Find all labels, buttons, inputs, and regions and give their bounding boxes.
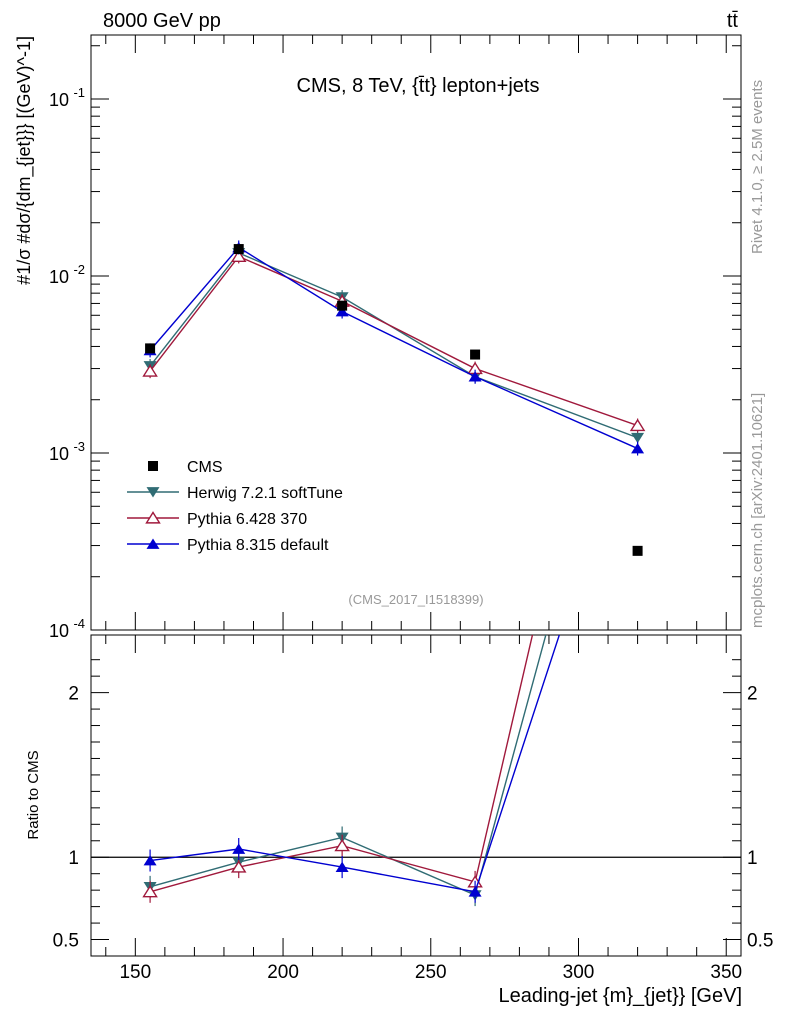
legend-marker: [145, 511, 161, 524]
header-right: tt̄: [727, 10, 739, 32]
ratio-series-group: [142, 635, 561, 907]
main-ytick-label: 10: [49, 444, 69, 464]
ratio-ylabel: Ratio to CMS: [25, 750, 42, 839]
legend-label: Pythia 8.315 default: [187, 537, 329, 554]
main-point: [142, 364, 158, 377]
main-ytick-label: 10: [49, 267, 69, 287]
ratio-ytick-label: 0.5: [53, 931, 79, 952]
legend-marker: [146, 538, 160, 549]
ratio-point: [232, 843, 246, 854]
ratio-xtick-label: 200: [267, 962, 299, 983]
main-point: [230, 249, 247, 263]
ratio-point: [335, 861, 349, 872]
ratio-xtick-label: 150: [119, 962, 151, 983]
main-ytick-exponent: -2: [73, 262, 85, 277]
ratio-series-line: [150, 635, 561, 893]
main-point: [470, 349, 481, 360]
main-ytick-exponent: -4: [73, 616, 85, 631]
legend-label: Pythia 6.428 370: [187, 511, 307, 528]
ratio-ytick-label: 1: [68, 848, 79, 869]
watermark: (CMS_2017_I1518399): [348, 592, 483, 607]
main-series-line: [149, 255, 638, 427]
ratio-xtick-label: 350: [710, 962, 742, 983]
main-point: [632, 545, 643, 556]
ratio-point: [230, 860, 247, 873]
main-point: [631, 432, 645, 444]
main-ylabel: #1/σ #dσ/{dm_{jet}}} [(GeV)^-1]: [14, 36, 35, 285]
ratio-ytick-label-right: 1: [747, 848, 758, 869]
ratio-clipped-group: [142, 635, 561, 907]
legend-label: CMS: [187, 459, 223, 476]
legend-label: Herwig 7.2.1 softTune: [187, 485, 343, 502]
ratio-point: [334, 838, 350, 852]
main-point: [468, 371, 482, 382]
ratio-point: [143, 854, 157, 866]
mcplots-label: mcplots.cern.ch [arXiv:2401.10621]: [749, 393, 766, 628]
main-series-group: [142, 240, 646, 556]
ratio-xtick-label: 250: [415, 962, 447, 983]
main-series-line: [149, 252, 638, 439]
ratio-xtick-label: 300: [563, 962, 595, 983]
ratio-point: [142, 884, 158, 898]
rivet-label: Rivet 4.1.0, ≥ 2.5M events: [749, 80, 766, 254]
main-axis-ticks: 10 -4 10 -3 10 -2 10 -1: [49, 35, 741, 641]
ratio-axis-ticks: 0.5 0.5 1 1 2 2 150 200 250 300 350: [53, 635, 773, 983]
main-point: [337, 300, 348, 311]
main-ytick-label: 10: [49, 90, 69, 110]
legend-marker: [146, 487, 160, 498]
ratio-xlabel: Leading-jet {m}_{jet}} [GeV]: [498, 985, 742, 1007]
ratio-point: [468, 886, 482, 897]
main-title: CMS, 8 TeV, {t̄t} lepton+jets: [297, 75, 540, 97]
main-ytick-label: 10: [49, 621, 69, 641]
main-ytick-exponent: -3: [73, 439, 85, 454]
main-point: [335, 306, 349, 317]
main-ytick-exponent: -1: [73, 85, 85, 100]
main-point: [629, 418, 646, 432]
ratio-ytick-label: 2: [68, 684, 79, 705]
legend: CMS Herwig 7.2.1 softTune Pythia 6.428 370…: [127, 459, 343, 554]
main-point: [233, 244, 244, 255]
legend-marker: [148, 461, 158, 471]
header-left: 8000 GeV pp: [103, 10, 221, 32]
main-point: [631, 443, 645, 454]
ratio-frame: [90, 634, 742, 957]
main-point: [145, 343, 156, 354]
ratio-ytick-label-right: 2: [747, 684, 758, 705]
ratio-ytick-label-right: 0.5: [747, 931, 773, 952]
main-frame: [90, 34, 742, 631]
